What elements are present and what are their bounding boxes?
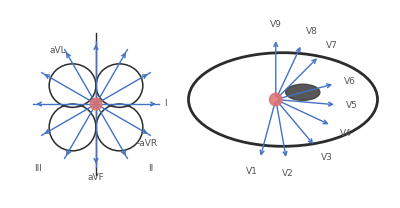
Text: V4: V4: [340, 129, 351, 138]
Ellipse shape: [286, 84, 320, 100]
Text: aVL: aVL: [50, 47, 67, 56]
Circle shape: [90, 98, 102, 110]
Text: III: III: [34, 164, 42, 173]
Text: V9: V9: [270, 20, 282, 29]
Text: aVF: aVF: [88, 173, 104, 182]
Text: V6: V6: [344, 77, 356, 86]
Text: V8: V8: [306, 27, 317, 36]
Text: V1: V1: [246, 167, 258, 176]
Text: II: II: [148, 164, 153, 173]
Text: -aVR: -aVR: [136, 139, 157, 148]
Text: V5: V5: [346, 101, 358, 110]
Text: I: I: [164, 99, 167, 109]
Text: V7: V7: [326, 41, 337, 50]
Text: V3: V3: [321, 153, 333, 162]
Text: V2: V2: [282, 169, 294, 178]
Circle shape: [270, 93, 282, 106]
